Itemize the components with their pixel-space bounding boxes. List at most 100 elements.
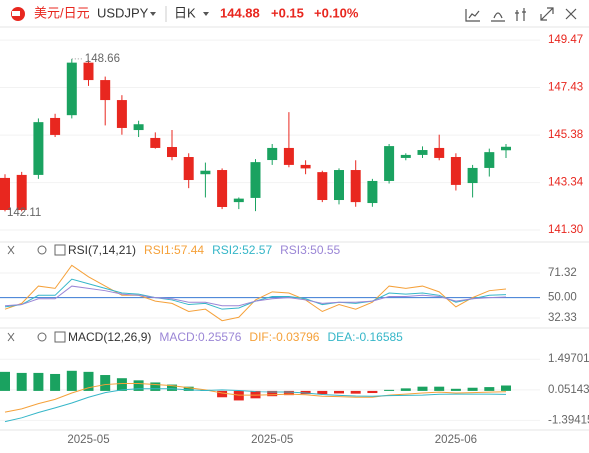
macd-bar [233, 390, 244, 401]
candle-body [16, 174, 27, 211]
legend-item: MACD:0.25576 [159, 330, 241, 344]
macd-bar [317, 390, 328, 395]
candle-body [33, 122, 44, 175]
macd-bar [400, 388, 411, 391]
candle-body [116, 100, 127, 128]
macd-bar [283, 390, 294, 396]
legend-item: RSI1:57.44 [144, 243, 204, 257]
candle-body [267, 147, 278, 161]
y-tick-label: 0.05143 [548, 384, 589, 396]
y-tick-label: 145.38 [548, 129, 583, 141]
rsi-icons [7, 245, 47, 342]
y-tick-label: -1.39415 [548, 414, 589, 426]
macd-bar [467, 387, 478, 391]
legend-item: RSI3:50.55 [280, 243, 340, 257]
macd-bar [167, 384, 177, 391]
candle-body [317, 172, 328, 201]
dropdown-arrow[interactable] [203, 12, 209, 16]
candle-body [334, 170, 344, 201]
indicator-line [4, 264, 507, 322]
macd-bar [434, 386, 445, 391]
candle-body [501, 146, 511, 151]
legend-item: RSI2:52.57 [212, 243, 272, 257]
candle-body [467, 167, 478, 184]
macd-bar [50, 373, 61, 391]
candle-body [450, 157, 461, 185]
macd-bar [350, 390, 361, 394]
tool-candle[interactable] [515, 8, 526, 21]
max-label: 148.66 [85, 53, 120, 65]
indicator-label: RSI(7,14,21) [68, 243, 136, 257]
change-pct: +0.10% [314, 5, 359, 20]
candle-body [217, 170, 228, 207]
macd-bar [133, 380, 144, 391]
toolbar [465, 7, 577, 22]
macd-bar [83, 371, 94, 391]
macd-bar [367, 390, 378, 394]
settings-icon[interactable] [37, 332, 47, 342]
macd-bar [16, 372, 27, 391]
period[interactable]: 日K [174, 5, 196, 20]
macd-bar [100, 375, 111, 391]
dropdown-arrow[interactable] [150, 12, 156, 16]
macd-bar [150, 382, 161, 391]
candle-body [350, 170, 361, 203]
candle-body [66, 62, 77, 116]
candle-body [50, 117, 61, 135]
checkbox[interactable] [54, 331, 66, 343]
y-tick-label: 149.47 [548, 34, 583, 46]
candle-body [100, 80, 111, 101]
x-tick-label: 2025-06 [435, 434, 477, 446]
candle-body [384, 146, 395, 181]
symbol[interactable]: USDJPY [97, 5, 149, 20]
y-tick-label: 32.33 [548, 312, 577, 324]
y-tick-label: 147.43 [548, 82, 583, 94]
candle-body [233, 198, 244, 203]
tool-line[interactable] [465, 9, 480, 22]
macd-bar [0, 371, 10, 391]
candle-body [133, 124, 144, 131]
x-tick-label: 2025-05 [251, 434, 293, 446]
macd-bar [417, 386, 428, 391]
macd-bar [217, 390, 228, 398]
candle-body [183, 157, 194, 181]
x-tick-label: 2025-05 [67, 434, 109, 446]
macd-bar [484, 387, 495, 391]
candle-body [367, 180, 378, 204]
indicator-line [4, 388, 507, 423]
macd-bar [183, 386, 194, 391]
macd-bar [250, 390, 261, 399]
candle-body [417, 150, 428, 155]
candle-body [83, 62, 94, 81]
legend-item: DEA:-0.16585 [327, 330, 403, 344]
legend-item: DIF:-0.03796 [249, 330, 319, 344]
candle-body [300, 164, 311, 169]
tool-curve[interactable] [491, 12, 505, 22]
tool-expand[interactable] [540, 7, 554, 21]
checkbox[interactable] [54, 244, 66, 256]
settings-icon[interactable] [37, 245, 47, 255]
macd-bar [66, 370, 77, 391]
macd-bar [267, 390, 278, 397]
close-icon[interactable] [7, 332, 15, 342]
candle-body [283, 147, 294, 165]
indicator-line [4, 285, 507, 307]
close-icon[interactable] [7, 245, 15, 255]
pair: 美元/日元 [34, 5, 90, 20]
y-tick-label: 1.49701 [548, 353, 589, 365]
min-label: 142.11 [7, 207, 41, 219]
price: 144.88 [220, 5, 260, 20]
indicator-label: MACD(12,26,9) [68, 330, 151, 344]
candle-body [150, 137, 161, 148]
indicator-line [4, 383, 507, 413]
macd-bar [33, 372, 44, 391]
candle-body [200, 170, 211, 175]
macd-bar [450, 388, 461, 391]
candle-body [484, 152, 495, 168]
candle-body [434, 147, 445, 158]
macd-bar [501, 385, 511, 391]
y-tick-label: 71.32 [548, 267, 577, 279]
tool-close[interactable] [565, 8, 577, 20]
candle-body [0, 177, 10, 211]
